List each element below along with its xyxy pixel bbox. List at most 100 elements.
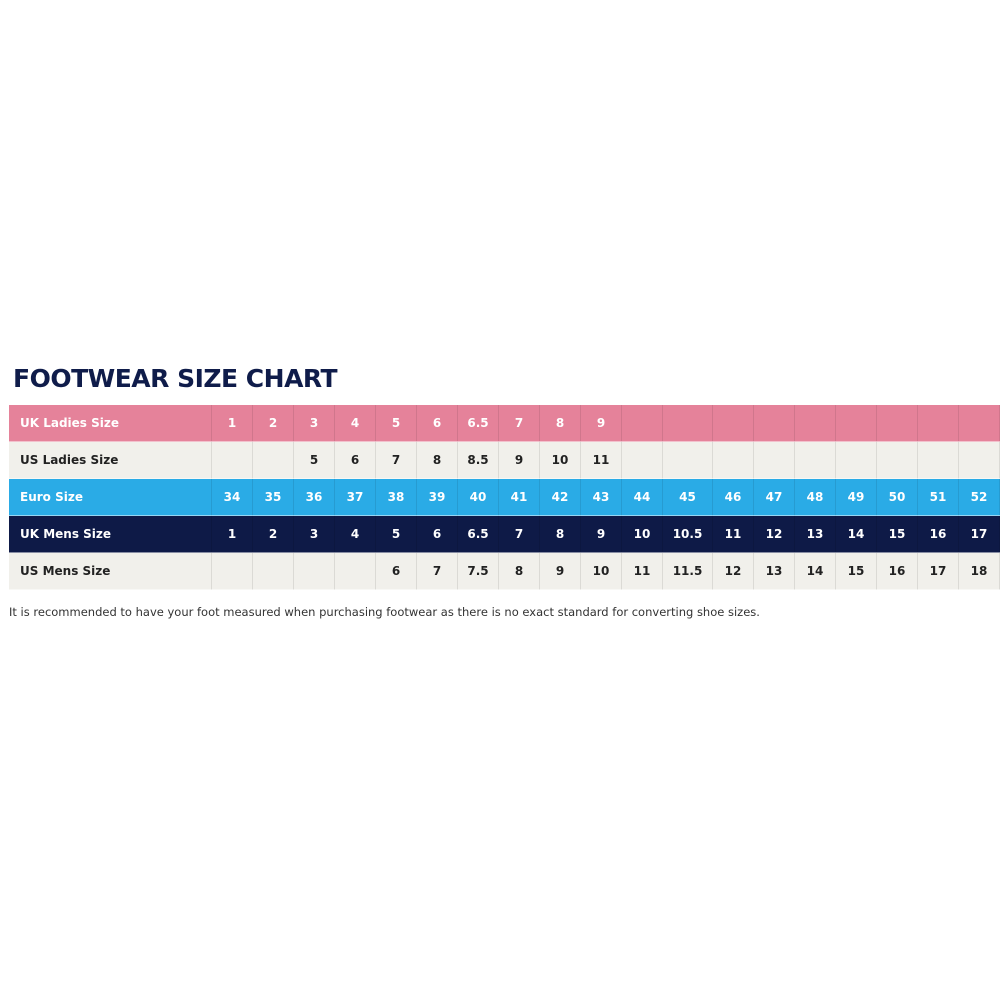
size-cell: 7 bbox=[416, 552, 458, 590]
size-cell: 7 bbox=[498, 405, 540, 442]
table-row-uk-mens: UK Mens Size 1 2 3 4 5 6 6.5 7 8 9 10 10.5 11 12 13 14 15… bbox=[9, 515, 1000, 553]
table-row-uk-ladies: UK Ladies Size 1 2 3 4 5 6 6.5 7 8 9 bbox=[9, 405, 1000, 442]
size-cell: 7 bbox=[498, 515, 540, 553]
size-cell: 9 bbox=[580, 405, 622, 442]
size-cell: 51 bbox=[917, 478, 959, 516]
row-label: UK Ladies Size bbox=[9, 405, 212, 442]
size-cell: 12 bbox=[712, 552, 754, 590]
size-cell: 45 bbox=[662, 478, 713, 516]
row-label: UK Mens Size bbox=[9, 515, 212, 553]
size-cell: 11 bbox=[712, 515, 754, 553]
size-cell: 47 bbox=[753, 478, 795, 516]
size-cell: 8.5 bbox=[457, 441, 499, 479]
row-label: Euro Size bbox=[9, 478, 212, 516]
size-cell bbox=[917, 441, 959, 479]
size-cell: 6 bbox=[375, 552, 417, 590]
size-cell: 7.5 bbox=[457, 552, 499, 590]
size-cell: 8 bbox=[416, 441, 458, 479]
size-cell: 52 bbox=[958, 478, 1000, 516]
size-cell: 6.5 bbox=[457, 515, 499, 553]
size-cell bbox=[621, 441, 663, 479]
size-cell: 2 bbox=[252, 515, 294, 553]
size-cell: 46 bbox=[712, 478, 754, 516]
footnote: It is recommended to have your foot meas… bbox=[9, 605, 760, 619]
size-cell: 7 bbox=[375, 441, 417, 479]
size-cell bbox=[621, 405, 663, 442]
size-cell: 5 bbox=[375, 405, 417, 442]
size-cell: 12 bbox=[753, 515, 795, 553]
size-cell: 43 bbox=[580, 478, 622, 516]
size-cell bbox=[334, 552, 376, 590]
table-row-us-ladies: US Ladies Size 5 6 7 8 8.5 9 10 11 bbox=[9, 441, 1000, 479]
size-cell: 15 bbox=[835, 552, 877, 590]
size-cell: 9 bbox=[498, 441, 540, 479]
row-label: US Ladies Size bbox=[9, 441, 212, 479]
size-cell bbox=[211, 552, 253, 590]
size-cell: 8 bbox=[539, 405, 581, 442]
size-cell: 42 bbox=[539, 478, 581, 516]
size-cell: 6 bbox=[416, 515, 458, 553]
size-cell: 3 bbox=[293, 515, 335, 553]
size-cell bbox=[662, 441, 713, 479]
size-cell bbox=[835, 405, 877, 442]
size-cell: 10 bbox=[621, 515, 663, 553]
table-row-us-mens: US Mens Size 6 7 7.5 8 9 10 11 11.5 12 13 14 15 16 17 1… bbox=[9, 552, 1000, 590]
size-cell bbox=[794, 405, 836, 442]
size-cell: 50 bbox=[876, 478, 918, 516]
size-cell: 36 bbox=[293, 478, 335, 516]
size-cell: 9 bbox=[580, 515, 622, 553]
size-cell: 34 bbox=[211, 478, 253, 516]
size-cell: 38 bbox=[375, 478, 417, 516]
size-cell: 11 bbox=[580, 441, 622, 479]
size-cell: 13 bbox=[753, 552, 795, 590]
size-cell: 40 bbox=[457, 478, 499, 516]
size-cell bbox=[876, 405, 918, 442]
size-cell bbox=[252, 441, 294, 479]
size-cell bbox=[293, 552, 335, 590]
size-cell: 16 bbox=[917, 515, 959, 553]
size-cell: 10 bbox=[539, 441, 581, 479]
size-cell: 3 bbox=[293, 405, 335, 442]
size-cell: 37 bbox=[334, 478, 376, 516]
size-cell: 10.5 bbox=[662, 515, 713, 553]
size-cell: 13 bbox=[794, 515, 836, 553]
size-cell bbox=[662, 405, 713, 442]
size-chart-table: UK Ladies Size 1 2 3 4 5 6 6.5 7 8 9 US Ladies Size… bbox=[9, 405, 1000, 590]
size-cell bbox=[835, 441, 877, 479]
size-cell: 6.5 bbox=[457, 405, 499, 442]
size-cell: 11 bbox=[621, 552, 663, 590]
page-title: FOOTWEAR SIZE CHART bbox=[13, 364, 338, 393]
size-cell bbox=[794, 441, 836, 479]
size-cell: 6 bbox=[334, 441, 376, 479]
size-cell bbox=[876, 441, 918, 479]
size-cell bbox=[958, 441, 1000, 479]
size-cell: 4 bbox=[334, 515, 376, 553]
row-label: US Mens Size bbox=[9, 552, 212, 590]
size-cell: 15 bbox=[876, 515, 918, 553]
size-cell: 2 bbox=[252, 405, 294, 442]
size-cell: 14 bbox=[794, 552, 836, 590]
size-cell: 17 bbox=[917, 552, 959, 590]
size-cell: 5 bbox=[293, 441, 335, 479]
size-cell bbox=[211, 441, 253, 479]
size-cell: 8 bbox=[539, 515, 581, 553]
table-row-euro: Euro Size 34 35 36 37 38 39 40 41 42 43 44 45 46 47 48 4… bbox=[9, 478, 1000, 516]
size-cell: 18 bbox=[958, 552, 1000, 590]
size-cell bbox=[753, 405, 795, 442]
size-cell: 1 bbox=[211, 515, 253, 553]
size-cell: 5 bbox=[375, 515, 417, 553]
size-cell bbox=[917, 405, 959, 442]
size-cell: 41 bbox=[498, 478, 540, 516]
size-cell: 17 bbox=[958, 515, 1000, 553]
size-cell bbox=[252, 552, 294, 590]
size-cell bbox=[753, 441, 795, 479]
size-cell: 1 bbox=[211, 405, 253, 442]
size-cell bbox=[712, 441, 754, 479]
size-cell: 39 bbox=[416, 478, 458, 516]
size-cell: 44 bbox=[621, 478, 663, 516]
size-cell: 9 bbox=[539, 552, 581, 590]
size-cell: 10 bbox=[580, 552, 622, 590]
size-cell: 11.5 bbox=[662, 552, 713, 590]
size-cell: 48 bbox=[794, 478, 836, 516]
size-cell: 4 bbox=[334, 405, 376, 442]
